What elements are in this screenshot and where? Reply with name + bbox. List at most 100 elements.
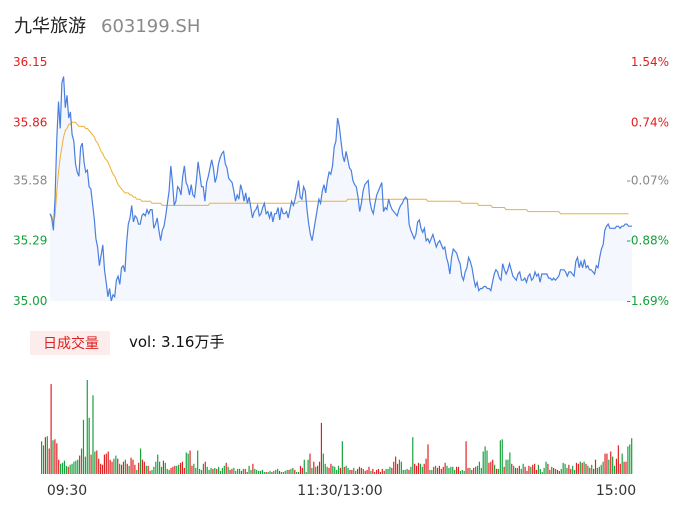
- volume-bar: [193, 463, 195, 474]
- volume-bar: [172, 466, 174, 474]
- volume-bar: [183, 467, 185, 474]
- volume-bar: [56, 443, 58, 474]
- volume-bar: [120, 464, 123, 474]
- volume-bar: [195, 467, 197, 474]
- volume-bar: [360, 467, 362, 474]
- volume-bar: [200, 469, 203, 474]
- volume-bar: [476, 465, 479, 474]
- volume-bar: [69, 464, 71, 474]
- volume-bar: [242, 468, 244, 474]
- volume-bar: [132, 459, 134, 474]
- volume-bar: [516, 467, 519, 474]
- volume-bar: [518, 465, 520, 474]
- volume-bar: [608, 459, 610, 474]
- volume-bar: [197, 450, 199, 474]
- volume-bar: [311, 467, 313, 474]
- volume-bar: [438, 465, 441, 474]
- volume-bar: [288, 469, 290, 474]
- time-tick-midday: 11:30/13:00: [297, 483, 382, 499]
- volume-bar: [61, 462, 64, 474]
- volume-bar: [570, 468, 572, 474]
- volume-panel: [41, 380, 633, 474]
- volume-bar: [577, 463, 579, 474]
- volume-bar: [547, 463, 549, 474]
- volume-bar: [212, 468, 214, 474]
- volume-bar: [86, 380, 88, 474]
- time-tick-close: 15:00: [596, 483, 636, 499]
- volume-bar: [545, 461, 547, 474]
- volume-bar: [258, 470, 260, 474]
- volume-bar: [278, 470, 281, 474]
- volume-bar: [398, 459, 401, 474]
- volume-bar: [267, 472, 269, 474]
- price-tick-label: 35.29: [13, 234, 47, 248]
- volume-bar: [202, 463, 204, 474]
- volume-bar: [147, 465, 149, 474]
- volume-bar: [435, 465, 437, 474]
- volume-bar: [238, 468, 241, 474]
- volume-bar: [231, 468, 233, 474]
- price-area-fill: [50, 76, 632, 301]
- volume-bar: [347, 467, 349, 474]
- volume-bar: [412, 437, 414, 474]
- stock-code: 603199.SH: [101, 16, 200, 37]
- volume-bar: [520, 468, 522, 474]
- volume-bar: [88, 417, 90, 474]
- volume-bar: [568, 464, 570, 474]
- volume-bar: [452, 466, 454, 474]
- volume-bar: [442, 466, 444, 474]
- volume-bar: [282, 472, 284, 474]
- volume-bar: [294, 469, 296, 474]
- volume-bar: [250, 469, 252, 474]
- volume-bar: [145, 465, 147, 474]
- volume-bar: [105, 453, 107, 474]
- volume-bar: [560, 468, 562, 474]
- volume-bar: [627, 446, 629, 474]
- volume-bar: [532, 464, 534, 474]
- volume-bar: [617, 445, 619, 474]
- volume-bar: [296, 472, 298, 474]
- volume-bar: [368, 466, 370, 474]
- volume-bar: [235, 470, 237, 474]
- volume-bar: [602, 461, 604, 474]
- volume-bar: [387, 468, 389, 474]
- volume-bar: [44, 437, 46, 474]
- volume-bar: [292, 467, 294, 474]
- volume-bar: [356, 468, 359, 474]
- volume-bar: [265, 472, 267, 474]
- volume-bar: [244, 468, 246, 474]
- volume-bar: [416, 465, 418, 474]
- volume-bar: [75, 460, 77, 474]
- volume-bar: [541, 472, 543, 474]
- volume-bar: [339, 467, 342, 474]
- volume-bar: [604, 453, 606, 474]
- volume-bar: [138, 462, 140, 474]
- volume-bar: [461, 469, 463, 474]
- volume-bar: [343, 466, 345, 474]
- volume-bar: [100, 463, 102, 474]
- volume-bar: [528, 465, 530, 474]
- volume-bar: [103, 454, 105, 474]
- volume-bar: [303, 459, 305, 474]
- percent-tick-label: -1.69%: [627, 294, 669, 308]
- volume-bar: [402, 469, 404, 474]
- volume-bar: [107, 451, 109, 474]
- volume-bar: [187, 453, 189, 474]
- percent-axis: 1.54% 0.74% -0.07% -0.88% -1.69%: [627, 55, 669, 308]
- volume-bar: [280, 472, 283, 474]
- volume-bar: [631, 438, 633, 474]
- price-tick-label: 36.15: [13, 55, 47, 69]
- volume-bar: [579, 461, 581, 474]
- volume-bar: [318, 461, 321, 474]
- volume-bar: [543, 467, 545, 474]
- volume-bar: [181, 461, 184, 474]
- volume-bar: [159, 461, 161, 474]
- volume-bar: [480, 467, 482, 474]
- volume-bar: [214, 467, 216, 474]
- volume-bar: [551, 466, 553, 474]
- volume-bar: [549, 469, 551, 474]
- volume-bar: [50, 384, 52, 474]
- volume-bar: [297, 472, 300, 474]
- volume-bar: [629, 444, 631, 474]
